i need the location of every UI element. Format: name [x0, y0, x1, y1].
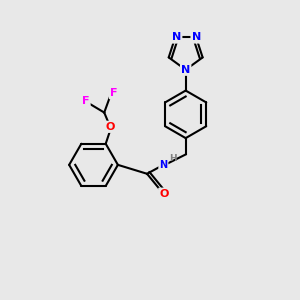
Text: N: N	[159, 160, 167, 170]
Text: O: O	[159, 189, 169, 199]
Text: H: H	[169, 154, 177, 164]
Text: N: N	[172, 32, 181, 43]
Text: N: N	[181, 65, 190, 75]
Text: N: N	[191, 32, 201, 43]
Text: F: F	[110, 88, 118, 98]
Text: F: F	[82, 96, 89, 106]
Text: O: O	[106, 122, 115, 132]
